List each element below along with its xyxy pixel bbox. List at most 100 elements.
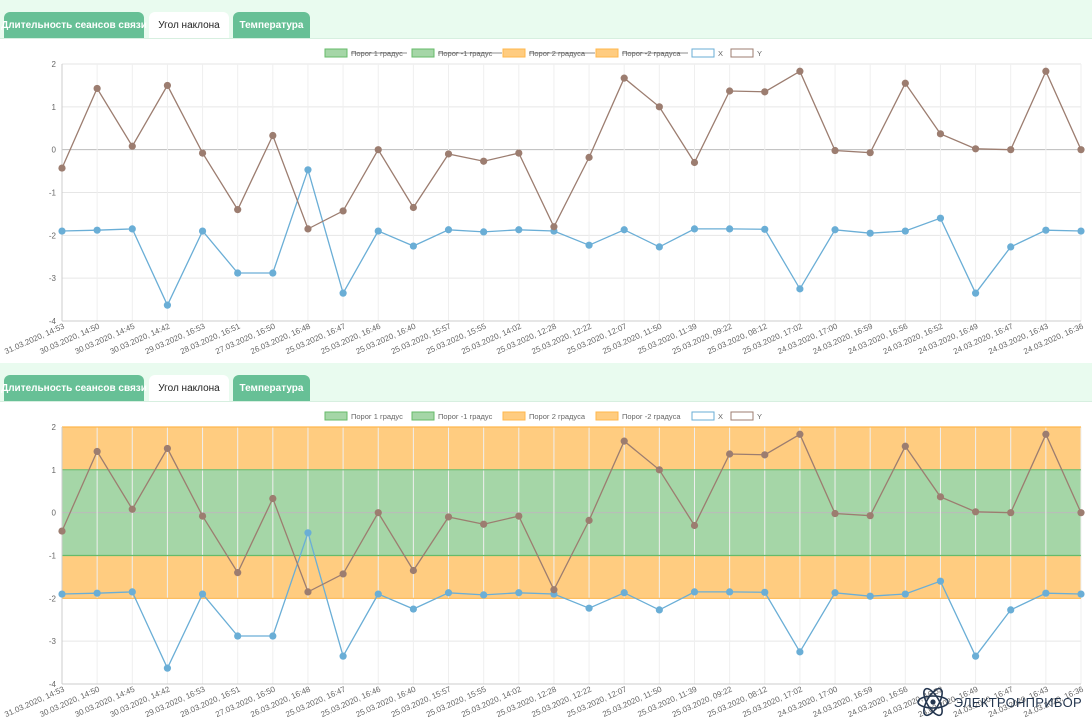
data-point-x: [58, 590, 66, 598]
data-point-y: [515, 512, 523, 520]
y-tick-label: -3: [49, 637, 57, 646]
data-point-x: [58, 227, 66, 235]
data-point-x: [726, 588, 734, 596]
y-tick-label: 2: [52, 60, 57, 69]
data-point-y: [198, 512, 207, 520]
data-point-y: [480, 520, 488, 528]
data-point-x: [866, 592, 874, 600]
tab-temperature[interactable]: Температура: [233, 375, 310, 401]
data-point-x: [831, 226, 839, 234]
x-tick-label: 24.03.2020, 16:36: [1022, 321, 1085, 356]
legend-item: Порог 1 градус: [324, 411, 403, 421]
data-point-x: [374, 227, 382, 235]
data-point-y: [901, 442, 909, 450]
data-point-y: [128, 142, 136, 150]
data-point-x: [234, 632, 242, 640]
band-threshold-2: [62, 427, 1081, 470]
y-tick-label: 0: [52, 509, 57, 518]
tilt-chart-1: Порог 1 градус Порог -1 градус Порог 2 гра…: [3, 48, 1085, 356]
data-point-y: [585, 153, 593, 161]
data-point-x: [515, 589, 523, 597]
data-point-x: [761, 225, 769, 233]
legend-swatch: [691, 411, 715, 421]
y-tick-label: 1: [52, 103, 57, 112]
legend-item: X: [691, 48, 723, 58]
data-point-x: [515, 226, 523, 234]
data-point-x: [444, 589, 453, 597]
data-point-x: [163, 664, 172, 672]
data-point-x: [1007, 243, 1015, 251]
legend-label: Y: [757, 412, 762, 421]
data-point-x: [1077, 227, 1085, 235]
data-point-y: [585, 516, 593, 524]
tab-tilt-angle[interactable]: Угол наклона: [149, 375, 229, 401]
data-point-y: [726, 450, 734, 458]
series-line-x: [61, 530, 1082, 670]
data-point-y: [761, 451, 769, 459]
legend-swatch: [411, 48, 435, 58]
data-point-x: [374, 590, 382, 598]
legend-item: Порог -1 градус: [411, 411, 493, 421]
data-point-y: [339, 570, 347, 578]
data-point-y: [304, 225, 312, 233]
data-point-x: [585, 604, 593, 612]
data-point-y: [620, 437, 628, 445]
data-point-y: [163, 81, 172, 90]
tab-temperature[interactable]: Температура: [233, 12, 310, 38]
data-point-y: [198, 149, 207, 157]
data-point-x: [304, 166, 312, 174]
data-point-x: [726, 225, 734, 233]
y-tick-label: -1: [49, 189, 57, 198]
data-point-y: [761, 88, 769, 96]
data-point-y: [234, 569, 242, 577]
tab-session-duration[interactable]: Длительность сеансов связи: [1, 375, 147, 401]
data-point-y: [796, 430, 804, 438]
legend-label: Порог 2 градуса: [529, 412, 586, 421]
data-point-y: [620, 74, 628, 82]
data-point-x: [690, 588, 699, 596]
data-point-y: [831, 509, 839, 518]
legend-swatch: [730, 48, 754, 58]
legend-label: Порог -2 градуса: [622, 412, 681, 421]
data-point-y: [163, 444, 172, 453]
data-point-x: [444, 226, 453, 234]
legend-swatch: [502, 411, 526, 421]
data-point-y: [339, 207, 347, 215]
legend-label: Порог 1 градус: [351, 49, 403, 58]
tab-session-duration[interactable]: Длительность сеансов связи: [1, 12, 147, 38]
data-point-x: [655, 243, 663, 251]
legend-swatch: [691, 48, 715, 58]
tab-tilt-angle[interactable]: Угол наклона: [149, 12, 229, 38]
data-point-y: [269, 131, 277, 140]
data-point-y: [690, 521, 699, 530]
data-point-x: [269, 269, 277, 277]
data-point-y: [1042, 430, 1050, 438]
data-point-x: [1042, 226, 1050, 234]
legend-item: X: [691, 411, 723, 421]
brand-logo: ЭЛЕКТРОНПРИБОР: [916, 687, 1082, 717]
data-point-y: [374, 146, 382, 154]
data-point-x: [480, 228, 488, 236]
data-point-y: [1007, 509, 1015, 517]
y-tick-label: -2: [49, 594, 57, 603]
data-point-y: [234, 206, 242, 214]
data-point-y: [269, 494, 277, 503]
legend-label: Порог -2 градуса: [622, 49, 681, 58]
data-point-x: [198, 590, 207, 598]
data-point-y: [550, 223, 558, 231]
data-point-y: [866, 149, 874, 157]
data-point-y: [971, 508, 980, 516]
data-point-x: [585, 241, 593, 249]
data-point-y: [480, 157, 488, 165]
data-point-y: [58, 527, 66, 535]
data-point-x: [796, 648, 804, 656]
legend-swatch: [411, 411, 435, 421]
data-point-y: [93, 447, 101, 456]
data-point-x: [128, 225, 136, 233]
atom-icon: [916, 687, 949, 717]
legend-item: Порог -1 градус: [411, 48, 502, 58]
legend-label: Порог 1 градус: [351, 412, 403, 421]
data-point-y: [550, 586, 558, 594]
data-point-y: [936, 493, 945, 501]
data-point-x: [409, 242, 417, 250]
